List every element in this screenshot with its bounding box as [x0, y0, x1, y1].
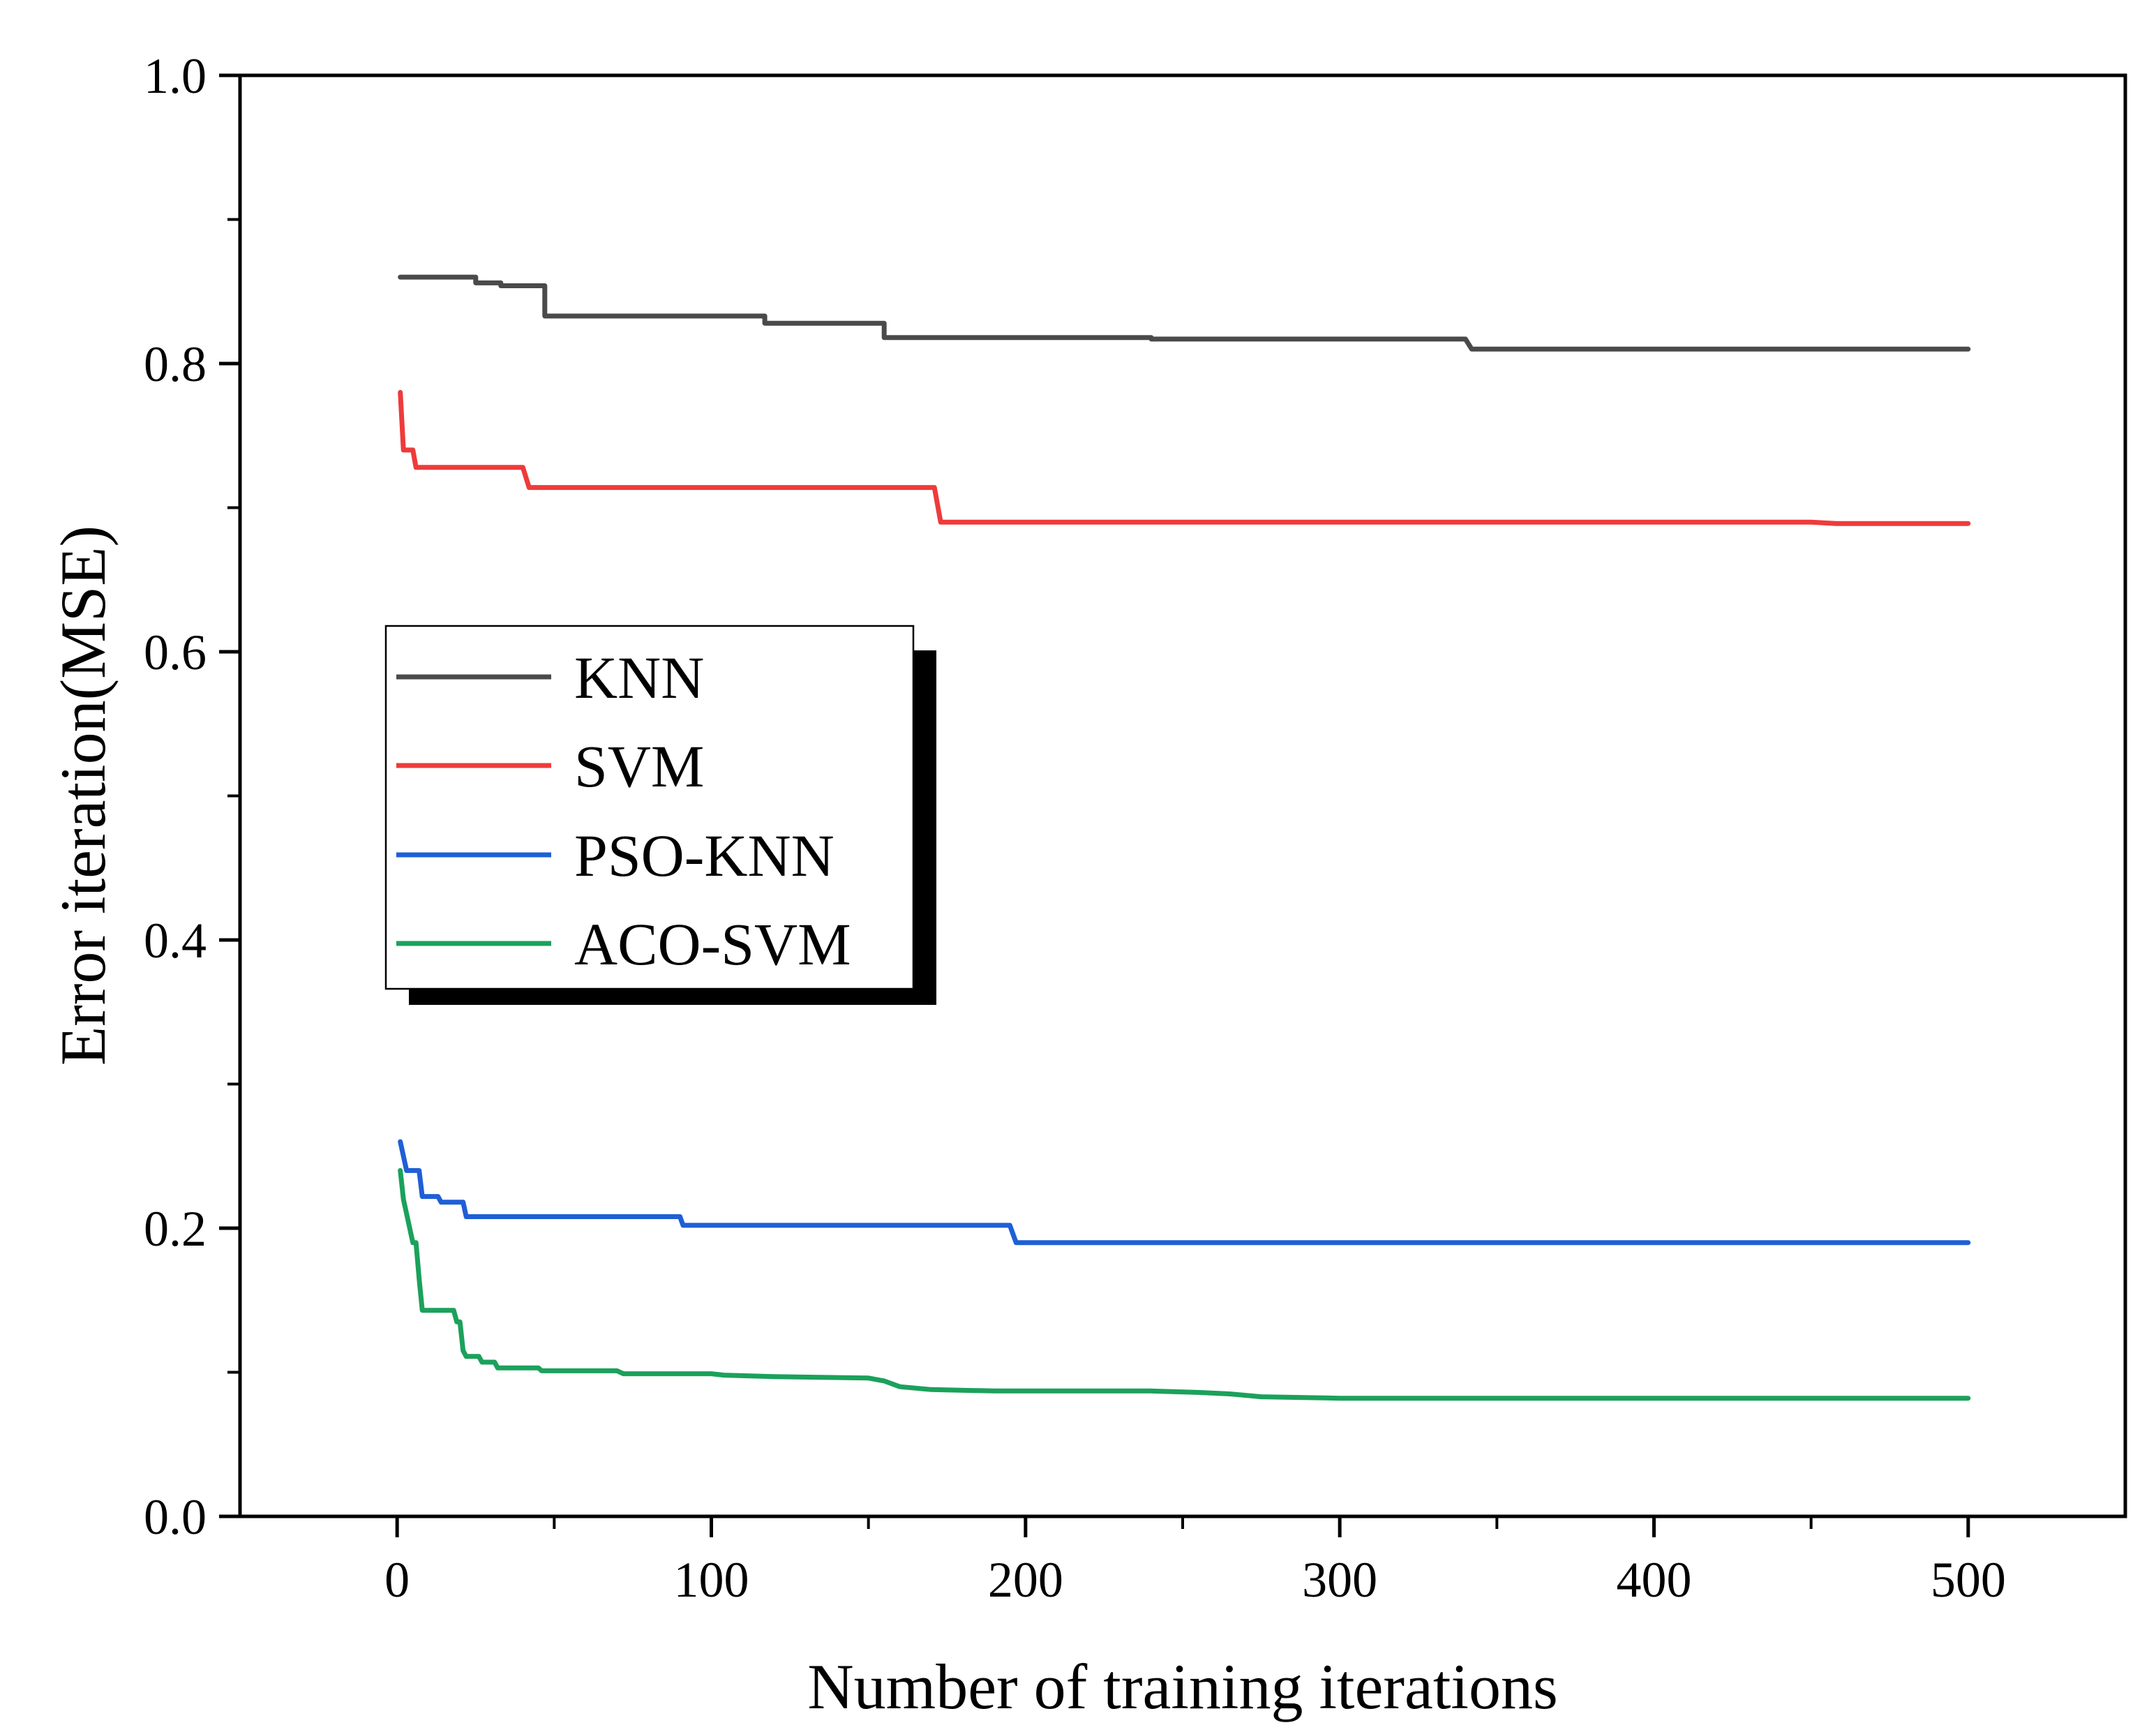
- x-axis-title: Number of training iterations: [807, 1651, 1558, 1722]
- y-tick-label: 0.0: [144, 1489, 207, 1545]
- y-tick-label: 0.2: [144, 1201, 207, 1257]
- legend-label-svm: SVM: [574, 733, 704, 800]
- series-line-pso-knn: [398, 1139, 1971, 1246]
- x-tick-label: 300: [1302, 1552, 1377, 1608]
- axis-ticks: 0 100 200 300 400 500 0.0 0.2 0.4 0.6 0.8 1.0: [144, 48, 2006, 1608]
- legend-label-knn: KNN: [574, 644, 704, 711]
- x-tick-label: 0: [384, 1552, 410, 1608]
- y-tick-label: 0.6: [144, 625, 207, 680]
- x-tick-label: 400: [1617, 1552, 1692, 1608]
- series-line-svm: [398, 389, 1971, 526]
- legend-label-pso-knn: PSO-KNN: [574, 822, 834, 889]
- legend: KNN SVM PSO-KNN ACO-SVM: [384, 625, 936, 1005]
- legend-label-aco-svm: ACO-SVM: [574, 911, 851, 978]
- y-tick-label: 0.4: [144, 913, 207, 969]
- series-line-knn: [398, 274, 1971, 352]
- series-line-aco-svm: [398, 1167, 1971, 1401]
- x-tick-label: 100: [674, 1552, 749, 1608]
- legend-items: KNN SVM PSO-KNN ACO-SVM: [396, 644, 851, 978]
- legend-box: [384, 625, 915, 990]
- x-tick-label: 500: [1931, 1552, 2006, 1608]
- y-axis-title: Error iteration(MSE): [47, 525, 119, 1066]
- y-tick-label: 1.0: [144, 48, 207, 104]
- y-tick-label: 0.8: [144, 336, 207, 392]
- data-series: [398, 274, 1971, 1401]
- x-tick-label: 200: [988, 1552, 1063, 1608]
